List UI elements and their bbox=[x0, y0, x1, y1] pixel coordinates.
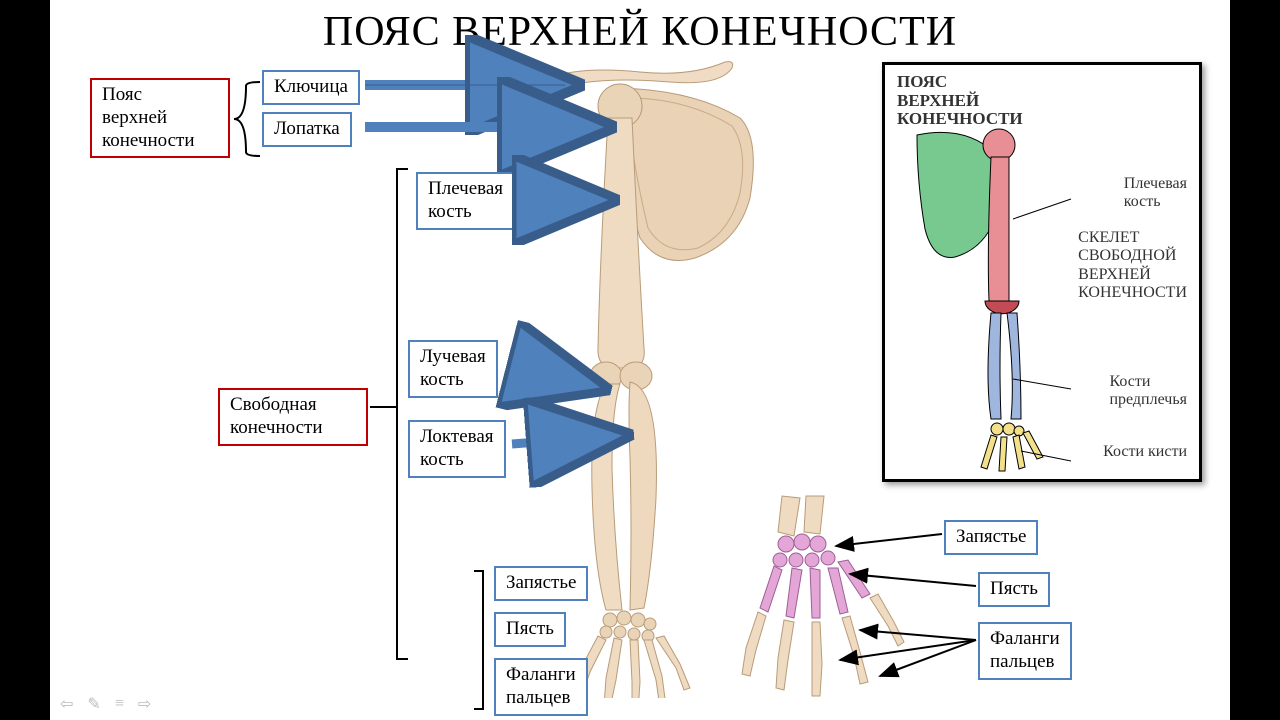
next-slide-icon[interactable]: ⇨ bbox=[138, 694, 151, 714]
arrow-clavicle bbox=[365, 72, 585, 102]
label-scapula: Лопатка bbox=[262, 112, 352, 147]
bracket-free-limb bbox=[396, 168, 398, 660]
label-clavicle: Ключица bbox=[262, 70, 360, 105]
inset-label-forearm: Кости предплечья bbox=[1109, 373, 1187, 410]
menu-icon[interactable]: ≡ bbox=[115, 695, 124, 713]
group-freelimb-label: Свободная конечности bbox=[218, 388, 368, 446]
label-phalanges-main: Фаланги пальцев bbox=[494, 658, 588, 716]
arrow-radius bbox=[508, 356, 608, 396]
label-humerus: Плечевая кость bbox=[416, 172, 515, 230]
label-metacarpus-main: Пясть bbox=[494, 612, 566, 647]
arrow-scapula bbox=[365, 114, 615, 144]
inset-label-skeleton: СКЕЛЕТ СВОБОДНОЙ ВЕРХНЕЙ КОНЕЧНОСТИ bbox=[1078, 229, 1187, 303]
brace-girdle bbox=[232, 80, 262, 158]
inset-panel: ПОЯС ВЕРХНЕЙ КОНЕЧНОСТИ bbox=[882, 62, 1202, 482]
label-phalanges-right: Фаланги пальцев bbox=[978, 622, 1072, 680]
connector-freelimb bbox=[370, 405, 398, 409]
arrow-humerus bbox=[528, 188, 618, 214]
bracket-hand-main bbox=[482, 570, 484, 710]
slide-controls: ⇦ ✎ ≡ ⇨ bbox=[60, 694, 151, 714]
label-ulna: Локтевая кость bbox=[408, 420, 506, 478]
arrow-ulna bbox=[512, 432, 632, 462]
slide: ПОЯС ВЕРХНЕЙ КОНЕЧНОСТИ bbox=[50, 0, 1230, 720]
label-wrist-main: Запястье bbox=[494, 566, 588, 601]
inset-label-humerus: Плечевая кость bbox=[1124, 175, 1187, 212]
pen-icon[interactable]: ✎ bbox=[87, 694, 100, 714]
arrow-hand-right bbox=[810, 520, 990, 690]
inset-illustration bbox=[895, 79, 1075, 479]
prev-slide-icon[interactable]: ⇦ bbox=[60, 694, 73, 714]
inset-label-hand: Кости кисти bbox=[1103, 443, 1187, 461]
page-title: ПОЯС ВЕРХНЕЙ КОНЕЧНОСТИ bbox=[50, 8, 1230, 56]
label-radius: Лучевая кость bbox=[408, 340, 498, 398]
group-girdle-label: Пояс верхней конечности bbox=[90, 78, 230, 158]
